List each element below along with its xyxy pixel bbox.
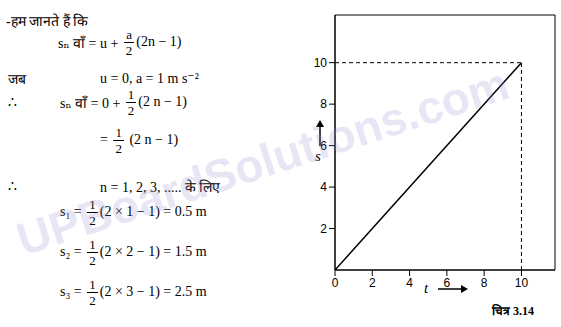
svg-text:10: 10 — [515, 276, 529, 290]
svg-text:4: 4 — [320, 180, 327, 194]
svg-text:6: 6 — [444, 276, 451, 290]
svg-text:2: 2 — [369, 276, 376, 290]
svg-text:4: 4 — [406, 276, 413, 290]
svg-text:6: 6 — [320, 139, 327, 153]
svg-text:8: 8 — [320, 97, 327, 111]
svg-text:2: 2 — [320, 222, 327, 236]
svg-text:8: 8 — [481, 276, 488, 290]
svg-text:10: 10 — [314, 56, 328, 70]
svg-text:0: 0 — [332, 276, 339, 290]
